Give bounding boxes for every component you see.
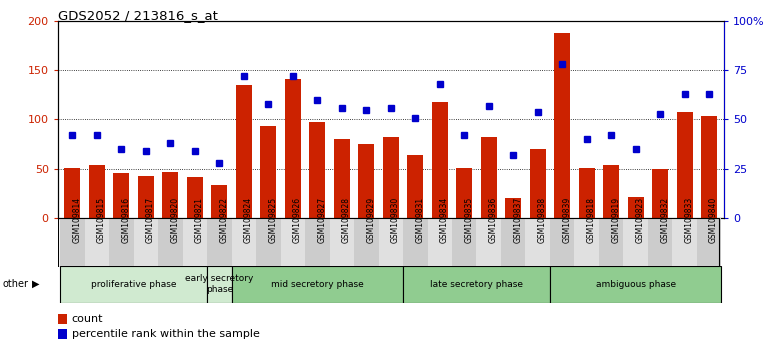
- Bar: [432, 102, 447, 218]
- Text: GSM109822: GSM109822: [219, 197, 229, 243]
- Text: GSM109815: GSM109815: [97, 197, 106, 243]
- Bar: [480, 137, 497, 218]
- Bar: [187, 177, 203, 218]
- Bar: [525, 218, 550, 267]
- Text: GSM109819: GSM109819: [611, 197, 620, 243]
- Bar: [403, 266, 550, 303]
- Bar: [358, 144, 374, 218]
- Bar: [672, 218, 697, 267]
- Text: mid secretory phase: mid secretory phase: [271, 280, 363, 289]
- Bar: [134, 218, 158, 267]
- Text: GSM109829: GSM109829: [367, 197, 375, 243]
- Bar: [697, 218, 721, 267]
- Bar: [554, 33, 570, 218]
- Bar: [285, 79, 301, 218]
- Bar: [701, 115, 717, 218]
- Text: count: count: [72, 314, 103, 324]
- Text: percentile rank within the sample: percentile rank within the sample: [72, 329, 259, 339]
- Bar: [550, 218, 574, 267]
- Text: proliferative phase: proliferative phase: [91, 280, 176, 289]
- Bar: [212, 185, 227, 218]
- Text: ambiguous phase: ambiguous phase: [595, 280, 676, 289]
- Text: GSM109839: GSM109839: [562, 197, 571, 243]
- Text: ▶: ▶: [32, 279, 40, 289]
- Text: GSM109833: GSM109833: [685, 197, 694, 243]
- Bar: [89, 165, 105, 218]
- Text: GSM109823: GSM109823: [636, 197, 644, 243]
- Bar: [162, 172, 179, 218]
- Text: GSM109816: GSM109816: [122, 197, 130, 243]
- Text: GSM109836: GSM109836: [489, 197, 497, 243]
- Bar: [207, 218, 232, 267]
- Text: GSM109827: GSM109827: [317, 197, 326, 243]
- Bar: [305, 218, 330, 267]
- Text: GSM109840: GSM109840: [709, 197, 718, 243]
- Bar: [85, 218, 109, 267]
- Bar: [138, 176, 154, 218]
- Text: GSM109818: GSM109818: [587, 197, 596, 243]
- Text: GSM109835: GSM109835: [464, 197, 474, 243]
- Text: GSM109828: GSM109828: [342, 197, 351, 243]
- Text: late secretory phase: late secretory phase: [430, 280, 523, 289]
- Bar: [501, 218, 525, 267]
- Text: GSM109824: GSM109824: [244, 197, 253, 243]
- Text: GSM109820: GSM109820: [170, 197, 179, 243]
- Text: GSM109817: GSM109817: [146, 197, 155, 243]
- Bar: [158, 218, 182, 267]
- Text: GSM109838: GSM109838: [537, 197, 547, 243]
- Text: GSM109834: GSM109834: [440, 197, 449, 243]
- Text: GSM109821: GSM109821: [195, 197, 204, 243]
- Bar: [113, 172, 129, 218]
- Bar: [603, 165, 619, 218]
- Text: GSM109826: GSM109826: [293, 197, 302, 243]
- Bar: [310, 122, 325, 218]
- Bar: [652, 169, 668, 218]
- Bar: [427, 218, 452, 267]
- Bar: [280, 218, 305, 267]
- Bar: [379, 218, 403, 267]
- Bar: [260, 126, 276, 218]
- Text: other: other: [2, 279, 28, 289]
- Text: GSM109831: GSM109831: [415, 197, 424, 243]
- Bar: [256, 218, 280, 267]
- Text: GDS2052 / 213816_s_at: GDS2052 / 213816_s_at: [58, 9, 218, 22]
- Bar: [236, 85, 252, 218]
- Text: GSM109832: GSM109832: [660, 197, 669, 243]
- Bar: [550, 266, 721, 303]
- Text: GSM109837: GSM109837: [514, 197, 522, 243]
- Bar: [407, 155, 424, 218]
- Bar: [109, 218, 134, 267]
- Text: GSM109825: GSM109825: [268, 197, 277, 243]
- Bar: [530, 149, 546, 218]
- Bar: [457, 167, 472, 218]
- Bar: [330, 218, 354, 267]
- Text: early secretory
phase: early secretory phase: [185, 274, 253, 294]
- Text: GSM109830: GSM109830: [390, 197, 400, 243]
- Bar: [60, 218, 85, 267]
- Bar: [624, 218, 648, 267]
- Bar: [60, 266, 207, 303]
- Bar: [403, 218, 427, 267]
- Bar: [334, 139, 350, 218]
- Bar: [452, 218, 477, 267]
- Bar: [65, 167, 80, 218]
- Bar: [574, 218, 599, 267]
- Bar: [599, 218, 624, 267]
- Bar: [232, 218, 256, 267]
- Bar: [505, 198, 521, 218]
- Bar: [677, 112, 692, 218]
- Bar: [354, 218, 379, 267]
- Bar: [648, 218, 672, 267]
- Bar: [232, 266, 403, 303]
- Bar: [182, 218, 207, 267]
- Bar: [579, 167, 594, 218]
- Bar: [383, 137, 399, 218]
- Text: GSM109814: GSM109814: [72, 197, 82, 243]
- Bar: [477, 218, 501, 267]
- Bar: [207, 266, 232, 303]
- Bar: [628, 197, 644, 218]
